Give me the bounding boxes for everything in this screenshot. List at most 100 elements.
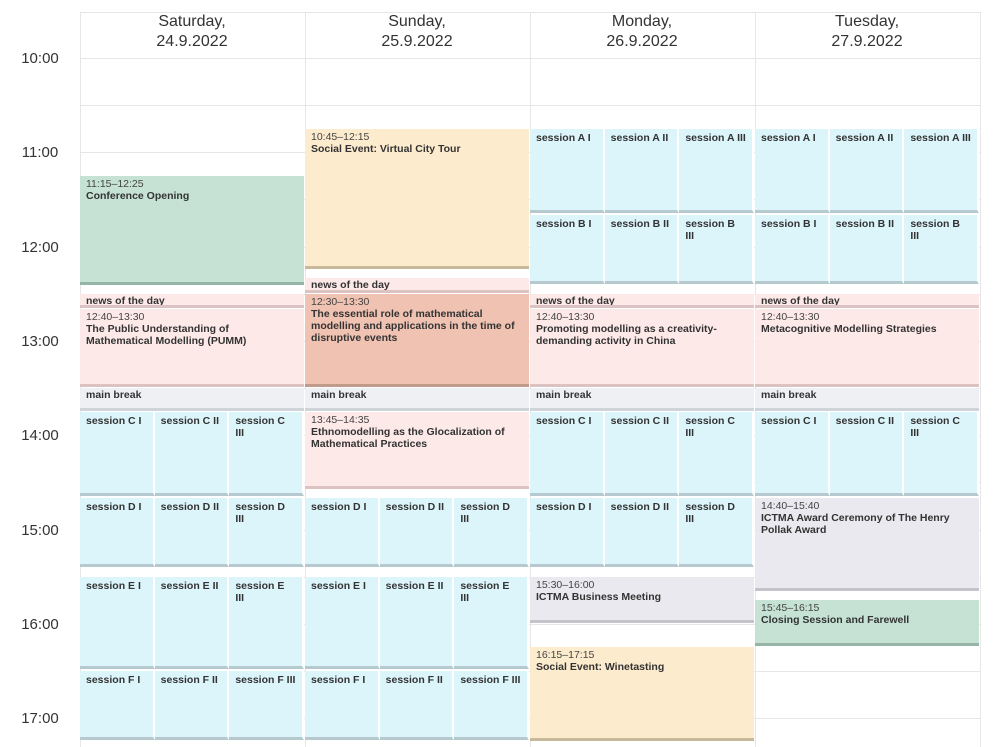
event-block[interactable]: news of the day bbox=[305, 278, 529, 293]
session-slot[interactable]: session B I bbox=[755, 215, 830, 284]
session-slot[interactable]: session F II bbox=[379, 670, 455, 740]
session-slot[interactable]: session B I bbox=[530, 215, 605, 284]
event-title: news of the day bbox=[536, 294, 615, 307]
event-title: news of the day bbox=[761, 294, 840, 307]
session-slot[interactable]: session E II bbox=[379, 576, 455, 669]
event-block[interactable]: 15:45–16:15 Closing Session and Farewell bbox=[755, 600, 979, 647]
day-date: 25.9.2022 bbox=[381, 33, 453, 50]
session-slot[interactable]: session D III bbox=[454, 498, 529, 567]
event-block[interactable]: news of the day bbox=[530, 293, 754, 309]
event-time: 15:45–16:15 bbox=[761, 602, 820, 615]
session-slot[interactable]: session B II bbox=[604, 215, 680, 284]
event-block[interactable]: main break bbox=[305, 388, 529, 411]
hour-label: 17:00 bbox=[21, 710, 59, 728]
session-slot[interactable]: session A III bbox=[679, 128, 754, 214]
hour-label: 16:00 bbox=[21, 615, 59, 633]
session-slot[interactable]: session F III bbox=[229, 670, 304, 740]
event-block[interactable]: 10:45–12:15 Social Event: Virtual City To… bbox=[305, 128, 529, 270]
hour-label: 12:00 bbox=[21, 238, 59, 256]
session-slot[interactable]: session B III bbox=[679, 215, 754, 284]
event-block[interactable]: 11:15–12:25 Conference Opening bbox=[80, 175, 304, 285]
column-divider bbox=[980, 12, 981, 747]
event-block[interactable]: main break bbox=[755, 388, 979, 411]
event-title: The Public Understanding of Mathematical… bbox=[86, 323, 247, 348]
hour-label: 14:00 bbox=[21, 427, 59, 445]
session-slot[interactable]: session C I bbox=[755, 411, 830, 497]
session-slot[interactable]: session E I bbox=[305, 576, 380, 669]
day-weekday: Monday, bbox=[611, 13, 673, 30]
event-block[interactable]: main break bbox=[80, 388, 304, 411]
hour-label: 13:00 bbox=[21, 332, 59, 350]
session-slot[interactable]: session D III bbox=[679, 498, 754, 567]
event-title: Social Event: Virtual City Tour bbox=[311, 142, 461, 155]
session-slot[interactable]: session A II bbox=[604, 128, 680, 214]
event-block[interactable]: 13:45–14:35 Ethnomodelling as the Glocali… bbox=[305, 411, 529, 490]
session-slot[interactable]: session D I bbox=[530, 498, 605, 567]
event-time: 12:40–13:30 bbox=[536, 311, 595, 324]
session-slot[interactable]: session C II bbox=[604, 411, 680, 497]
session-slot[interactable]: session A I bbox=[755, 128, 830, 214]
event-block[interactable]: news of the day bbox=[755, 293, 979, 309]
event-time: 13:45–14:35 bbox=[311, 413, 370, 426]
day-date: 26.9.2022 bbox=[606, 33, 678, 50]
event-title: main break bbox=[311, 389, 367, 402]
session-slot[interactable]: session F I bbox=[305, 670, 380, 740]
event-title: Metacognitive Modelling Strategies bbox=[761, 323, 937, 336]
event-title: The essential role of mathematical model… bbox=[311, 307, 515, 344]
session-slot[interactable]: session E II bbox=[154, 576, 230, 669]
event-title: ICTMA Business Meeting bbox=[536, 590, 662, 603]
event-block[interactable]: 14:40–15:40 ICTMA Award Ceremony of The H… bbox=[755, 498, 979, 592]
day-weekday: Tuesday, bbox=[834, 13, 900, 30]
event-time: 10:45–12:15 bbox=[311, 130, 370, 143]
event-block[interactable]: 15:30–16:00 ICTMA Business Meeting bbox=[530, 576, 754, 623]
session-slot[interactable]: session F III bbox=[454, 670, 529, 740]
session-slot[interactable]: session D II bbox=[604, 498, 680, 567]
event-title: news of the day bbox=[311, 279, 390, 292]
event-block[interactable]: 12:40–13:30 Metacognitive Modelling Strat… bbox=[755, 309, 979, 388]
day-weekday: Saturday, bbox=[158, 13, 226, 30]
session-slot[interactable]: session E III bbox=[229, 576, 304, 669]
event-block[interactable]: 12:40–13:30 The Public Understanding of M… bbox=[80, 309, 304, 388]
session-slot[interactable]: session B II bbox=[829, 215, 905, 284]
session-slot[interactable]: session D I bbox=[80, 498, 155, 567]
event-block[interactable]: 16:15–17:15 Social Event: Winetasting bbox=[530, 647, 754, 741]
event-time: 12:30–13:30 bbox=[311, 295, 370, 308]
day-header: Saturday, 24.9.2022 bbox=[80, 12, 304, 58]
session-slot[interactable]: session C II bbox=[154, 411, 230, 497]
event-block[interactable]: main break bbox=[530, 388, 754, 411]
event-time: 12:40–13:30 bbox=[86, 311, 145, 324]
hour-label: 10:00 bbox=[21, 50, 59, 67]
event-title: Ethnomodelling as the Glocalization of M… bbox=[311, 425, 505, 450]
event-title: ICTMA Award Ceremony of The Henry Pollak… bbox=[761, 512, 950, 537]
session-slot[interactable]: session D II bbox=[154, 498, 230, 567]
session-slot[interactable]: session C II bbox=[829, 411, 905, 497]
event-title: main break bbox=[536, 389, 592, 402]
session-slot[interactable]: session E I bbox=[80, 576, 155, 669]
day-weekday: Sunday, bbox=[388, 13, 446, 30]
event-block[interactable]: 12:30–13:30 The essential role of mathema… bbox=[305, 293, 529, 388]
session-slot[interactable]: session D II bbox=[379, 498, 455, 567]
session-slot[interactable]: session F I bbox=[80, 670, 155, 740]
session-slot[interactable]: session F II bbox=[154, 670, 230, 740]
event-block[interactable]: 12:40–13:30 Promoting modelling as a crea… bbox=[530, 309, 754, 388]
session-slot[interactable]: session C I bbox=[80, 411, 155, 497]
hour-label: 15:00 bbox=[21, 521, 59, 539]
session-slot[interactable]: session C I bbox=[530, 411, 605, 497]
session-slot[interactable]: session A II bbox=[829, 128, 905, 214]
day-header: Tuesday, 27.9.2022 bbox=[755, 12, 979, 58]
session-slot[interactable]: session A I bbox=[530, 128, 605, 214]
session-slot[interactable]: session C III bbox=[904, 411, 979, 497]
grid-line bbox=[80, 12, 980, 13]
session-slot[interactable]: session A III bbox=[904, 128, 979, 214]
session-slot[interactable]: session E III bbox=[454, 576, 529, 669]
session-slot[interactable]: session D III bbox=[229, 498, 304, 567]
day-header: Sunday, 25.9.2022 bbox=[305, 12, 529, 58]
session-slot[interactable]: session C III bbox=[679, 411, 754, 497]
session-slot[interactable]: session C III bbox=[229, 411, 304, 497]
event-time: 16:15–17:15 bbox=[536, 649, 595, 662]
hour-label: 11:00 bbox=[21, 144, 59, 162]
event-block[interactable]: news of the day bbox=[80, 293, 304, 309]
session-slot[interactable]: session D I bbox=[305, 498, 380, 567]
session-slot[interactable]: session B III bbox=[904, 215, 979, 284]
